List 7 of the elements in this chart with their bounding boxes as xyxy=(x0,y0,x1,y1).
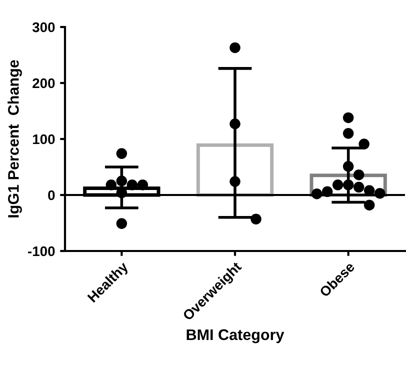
x-axis-title: BMI Category xyxy=(186,329,284,344)
y-tick-label: 100 xyxy=(32,134,55,144)
y-tick-label: 200 xyxy=(32,78,55,88)
y-tick-label: -100 xyxy=(28,246,55,256)
y-axis-title: IgG1 Percent Change xyxy=(8,60,22,218)
y-tick-label: 300 xyxy=(32,22,55,32)
y-tick-label: 0 xyxy=(48,190,55,200)
